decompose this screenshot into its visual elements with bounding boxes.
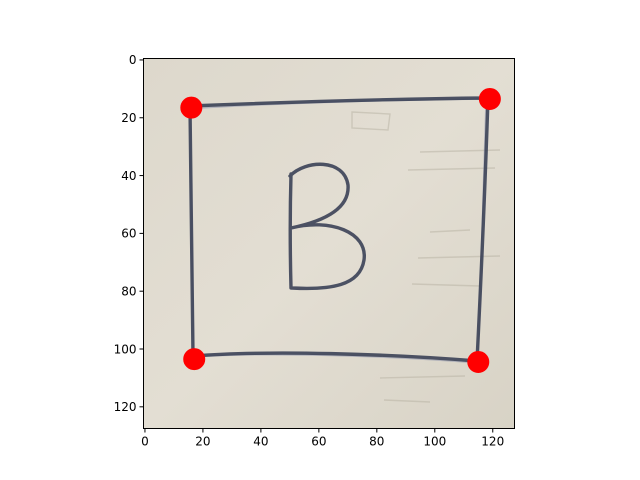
photo-background (143, 58, 515, 429)
x-tick-label: 0 (141, 435, 149, 449)
corner-point-marker (183, 348, 206, 371)
y-tick-label: 80 (121, 284, 136, 298)
x-tick-label: 80 (369, 435, 384, 449)
y-tick-label: 40 (121, 169, 136, 183)
x-axis: 0 20 40 60 80 100 120 (141, 428, 504, 449)
y-axis: 0 20 40 60 80 100 120 (114, 53, 144, 414)
corner-point-marker (478, 87, 501, 110)
y-tick-label: 100 (114, 342, 137, 356)
x-tick-label: 120 (481, 435, 504, 449)
axes: 0 20 40 60 80 100 120 0 20 40 60 80 100 120 (114, 53, 515, 449)
corner-point-marker (467, 351, 490, 374)
handwritten-letter-photo-icon (187, 96, 501, 403)
plot-area (143, 58, 515, 429)
x-tick-label: 60 (311, 435, 326, 449)
x-tick-label: 20 (195, 435, 210, 449)
letter-b (288, 162, 366, 291)
y-tick-label: 20 (121, 111, 136, 125)
y-tick-label: 0 (129, 53, 137, 67)
x-tick-label: 40 (253, 435, 268, 449)
corner-point-marker (180, 96, 203, 119)
y-tick-label: 120 (114, 400, 137, 414)
x-tick-label: 100 (423, 435, 446, 449)
marker-group (180, 87, 501, 374)
bleed-through-text (351, 111, 501, 403)
hand-drawn-square (188, 96, 490, 363)
axes-frame (143, 58, 515, 429)
y-tick-label: 60 (121, 227, 136, 241)
